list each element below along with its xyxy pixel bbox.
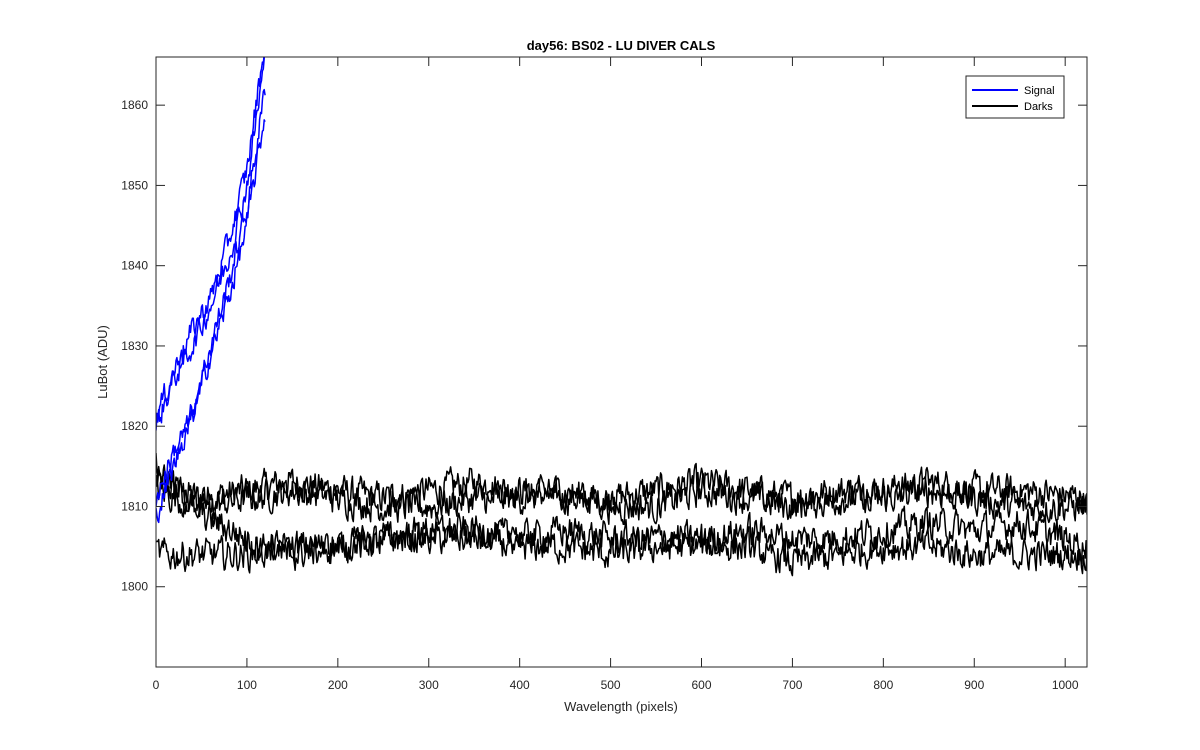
x-tick-label: 0 [153,678,160,692]
x-axis-label: Wavelength (pixels) [564,699,678,714]
series-line-darks-7 [156,452,1087,572]
ticks-layer: 0 100 200 300 400 500 600 700 800 900 1000 1800 1810… [121,57,1087,692]
x-tick-label: 800 [873,678,893,692]
x-tick-label: 1000 [1052,678,1079,692]
x-tick-label: 900 [964,678,984,692]
series-line-signal-1 [156,57,266,431]
x-tick-label: 600 [691,678,711,692]
x-tick-label: 300 [419,678,439,692]
y-axis-label: LuBot (ADU) [95,325,110,399]
y-tick-label: 1800 [121,580,148,594]
legend: Signal Darks [965,75,1065,119]
series-line-signal-3 [156,119,266,507]
x-tick-label: 200 [328,678,348,692]
x-tick-label: 100 [237,678,257,692]
x-tick-label: 400 [510,678,530,692]
y-tick-label: 1830 [121,339,148,353]
series-line-darks-5 [156,473,1087,526]
series-line-darks-4 [156,462,1087,517]
x-tick-label: 500 [601,678,621,692]
legend-label-darks: Darks [1024,101,1053,113]
y-tick-label: 1820 [121,419,148,433]
y-tick-label: 1840 [121,259,148,273]
y-tick-label: 1860 [121,98,148,112]
legend-label-signal: Signal [1024,85,1055,97]
y-tick-label: 1850 [121,178,148,192]
series-layer [156,57,1087,577]
legend-box [965,75,1065,119]
y-tick-label: 1810 [121,499,148,513]
chart-title: day56: BS02 - LU DIVER CALS [527,38,716,53]
x-tick-label: 700 [782,678,802,692]
plot-area-frame [155,56,1088,668]
